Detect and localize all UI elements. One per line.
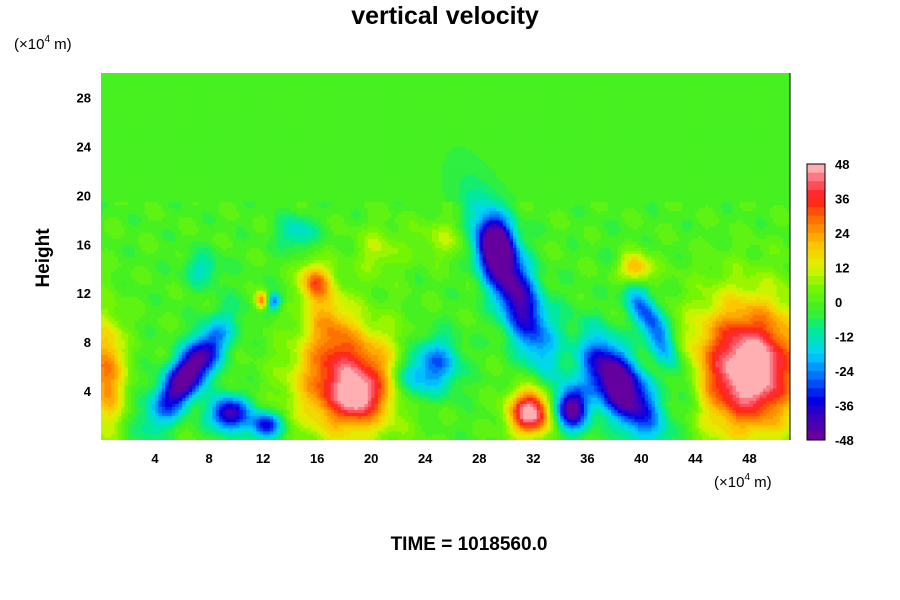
y-axis-unit-prefix: (×10 [14, 36, 44, 53]
y-axis-unit: (×104 m) [14, 34, 72, 53]
chart-title: vertical velocity [351, 2, 539, 30]
y-axis-unit-suffix: m) [50, 36, 72, 53]
heatmap-field [101, 73, 791, 441]
y-axis-title: Height [33, 228, 54, 288]
